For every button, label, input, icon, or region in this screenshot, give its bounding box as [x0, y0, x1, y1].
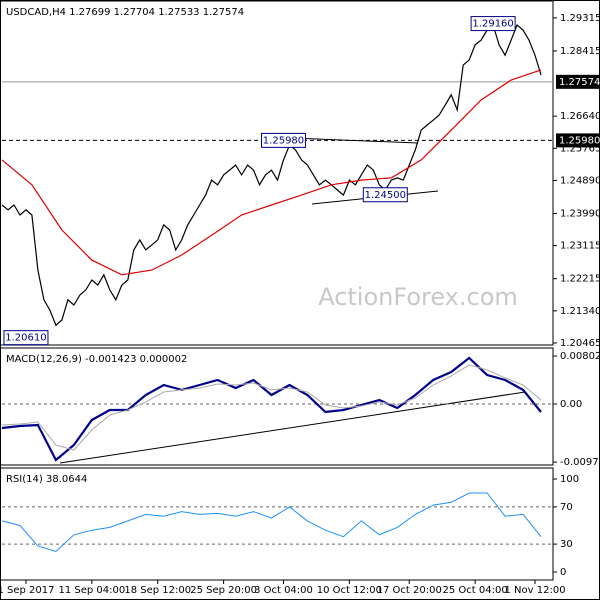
x-tick-label: 1 Sep 2017	[0, 585, 54, 596]
y-tick-label: 1.24890	[560, 175, 600, 186]
x-tick-label: 25 Oct 04:00	[443, 585, 508, 596]
annotation-box	[470, 16, 516, 32]
series-line	[1, 356, 542, 462]
annotation-box	[260, 132, 306, 148]
annotation: 1.20610	[5, 333, 46, 344]
price-label: 1.25980	[559, 135, 600, 146]
panel-title: MACD(12,26,9) -0.001423 0.000002	[6, 354, 187, 365]
panel-title: USDCAD,H4 1.27699 1.27704 1.27533 1.2757…	[6, 7, 244, 18]
y-tick-label: 1.28415	[560, 46, 600, 57]
x-tick-label: 11 Sep 04:00	[58, 585, 125, 596]
panel-title: RSI(14) 38.0644	[6, 474, 87, 485]
y-tick-label: 1.23990	[560, 208, 600, 219]
y-tick-label: 1.20465	[560, 338, 600, 349]
annotation: 1.29160	[472, 19, 513, 30]
y-tick-label: 100	[560, 474, 579, 485]
y-tick-label: 0.00	[560, 399, 582, 410]
y-tick-label: 1.25765	[560, 143, 600, 154]
annotation: 1.25980	[263, 135, 304, 146]
annotation: 1.24500	[365, 190, 406, 201]
panel-border	[0, 467, 554, 581]
annotation-box	[362, 187, 408, 203]
y-tick-label: 0.008027	[560, 351, 600, 362]
x-tick-label: 17 Oct 20:00	[377, 585, 442, 596]
x-tick-label: 25 Sep 20:00	[190, 585, 257, 596]
annotation-box	[3, 330, 49, 346]
price-label-box	[556, 133, 600, 148]
y-tick-label: 1.22215	[560, 274, 600, 285]
y-tick-label: 30	[560, 539, 573, 550]
y-tick-label: 0	[560, 567, 566, 578]
series-line	[1, 364, 542, 451]
price-label-box	[556, 74, 600, 89]
y-tick-label: -0.009737	[560, 457, 600, 468]
y-tick-label: 1.29315	[560, 13, 600, 24]
y-tick-label: 1.26640	[560, 111, 600, 122]
panel-border	[0, 347, 554, 466]
series-line	[1, 69, 542, 276]
price-label: 1.27574	[559, 77, 600, 88]
x-tick-label: 3 Oct 04:00	[254, 585, 313, 596]
watermark: ActionForex.com	[318, 283, 518, 311]
series-line	[1, 23, 542, 327]
x-tick-label: 18 Sep 12:00	[124, 585, 191, 596]
y-tick-label: 1.21340	[560, 306, 600, 317]
panel-border	[0, 0, 554, 346]
y-tick-label: 1.23115	[560, 241, 600, 252]
x-tick-label: 1 Nov 12:00	[505, 585, 566, 596]
x-tick-label: 10 Oct 12:00	[317, 585, 382, 596]
series-line	[1, 492, 542, 553]
y-tick-label: 70	[560, 502, 573, 513]
